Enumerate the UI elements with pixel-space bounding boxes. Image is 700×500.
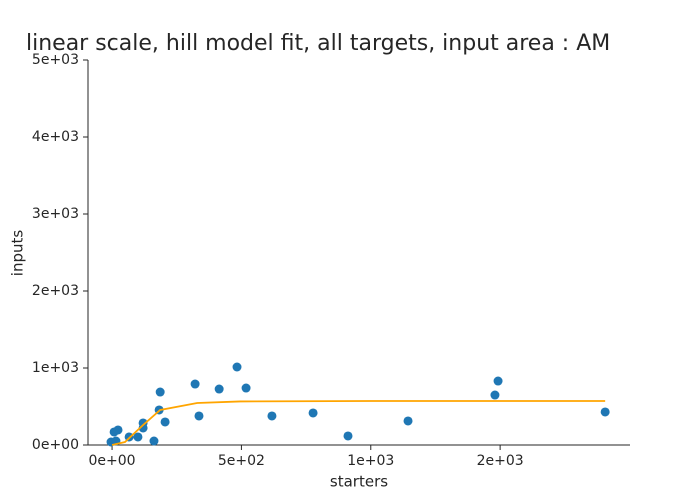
point [343,431,353,441]
x-tick-label: 5e+02 [218,453,265,469]
point [138,423,148,433]
fit-line [111,400,606,446]
y-tick-label: 5e+03 [32,52,79,68]
point [190,379,200,389]
point [113,425,123,435]
chart-title: linear scale, hill model fit, all target… [26,31,610,56]
x-tick-label: 0e+00 [89,453,136,469]
y-tick-label: 4e+03 [32,129,79,145]
point [308,408,318,418]
point [490,390,500,400]
y-tick-label: 1e+03 [32,360,79,376]
point [403,416,413,426]
point [133,432,143,442]
point [232,362,242,372]
y-tick-label: 0e+00 [32,437,79,453]
point [149,436,159,446]
x-tick-label: 1e+03 [347,453,394,469]
point [241,383,251,393]
point [267,411,277,421]
x-tick-label: 2e+03 [477,453,524,469]
point [214,384,224,394]
point [160,417,170,427]
point [194,411,204,421]
x-axis-label: starters [330,473,388,491]
point [493,376,503,386]
y-axis-label: inputs [9,230,27,277]
point [155,387,165,397]
point [600,407,610,417]
y-tick-label: 3e+03 [32,206,79,222]
y-tick-label: 2e+03 [32,283,79,299]
